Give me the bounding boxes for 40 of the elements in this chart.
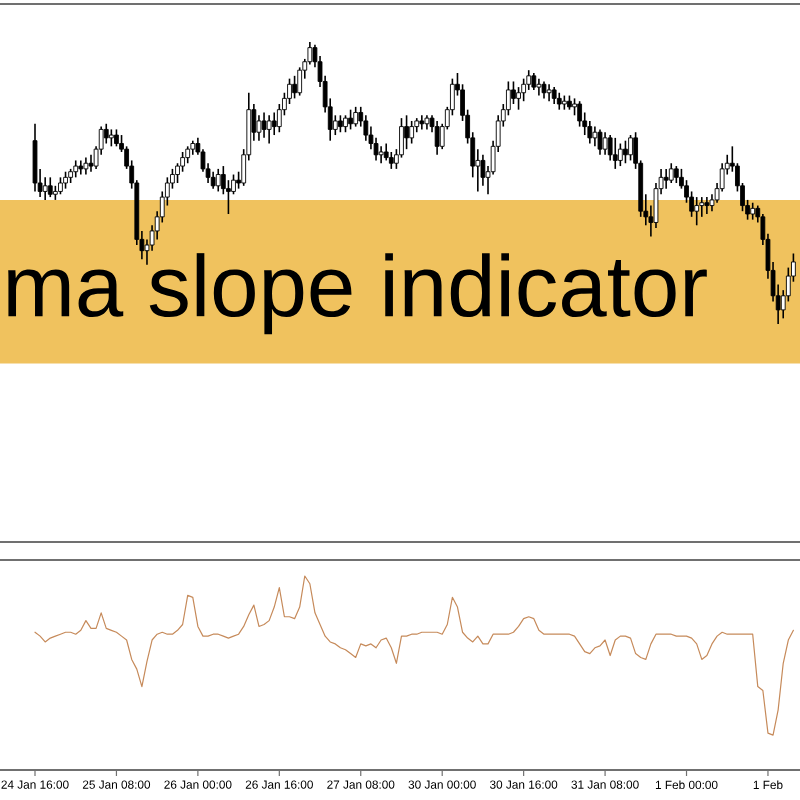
candlestick bbox=[516, 86, 521, 111]
candlestick bbox=[577, 100, 583, 128]
candlestick bbox=[521, 77, 527, 103]
candlestick bbox=[663, 168, 669, 190]
candlestick bbox=[42, 176, 48, 201]
candlestick bbox=[511, 80, 516, 105]
candlestick bbox=[409, 120, 415, 145]
candlestick bbox=[261, 111, 267, 139]
candlestick bbox=[363, 114, 369, 142]
candlestick bbox=[47, 176, 53, 198]
candlestick bbox=[332, 114, 338, 136]
candlestick bbox=[628, 134, 633, 162]
candlestick bbox=[694, 196, 700, 227]
candlestick bbox=[536, 77, 542, 97]
candlestick bbox=[587, 120, 593, 145]
candlestick bbox=[592, 125, 598, 148]
candlestick bbox=[271, 111, 277, 136]
candlestick bbox=[623, 139, 628, 165]
candlestick bbox=[292, 75, 297, 100]
candlestick bbox=[88, 153, 94, 173]
candlestick bbox=[546, 83, 552, 103]
candlestick bbox=[607, 134, 613, 162]
candlestick bbox=[597, 128, 603, 156]
candlestick bbox=[404, 114, 409, 150]
candlestick bbox=[266, 114, 272, 145]
candlestick bbox=[297, 66, 303, 97]
candlestick bbox=[378, 145, 384, 165]
candlestick bbox=[668, 162, 674, 184]
candlestick bbox=[353, 106, 359, 128]
candlestick bbox=[32, 122, 38, 193]
band-label: ma slope indicator bbox=[8, 253, 707, 335]
candlestick bbox=[434, 120, 440, 156]
candlestick bbox=[704, 196, 710, 215]
candlestick bbox=[617, 142, 623, 167]
candlestick bbox=[612, 137, 618, 170]
candlestick bbox=[480, 153, 486, 187]
candlestick bbox=[348, 108, 353, 131]
candlestick bbox=[602, 131, 608, 156]
candlestick bbox=[699, 196, 705, 218]
candlestick bbox=[215, 168, 221, 193]
